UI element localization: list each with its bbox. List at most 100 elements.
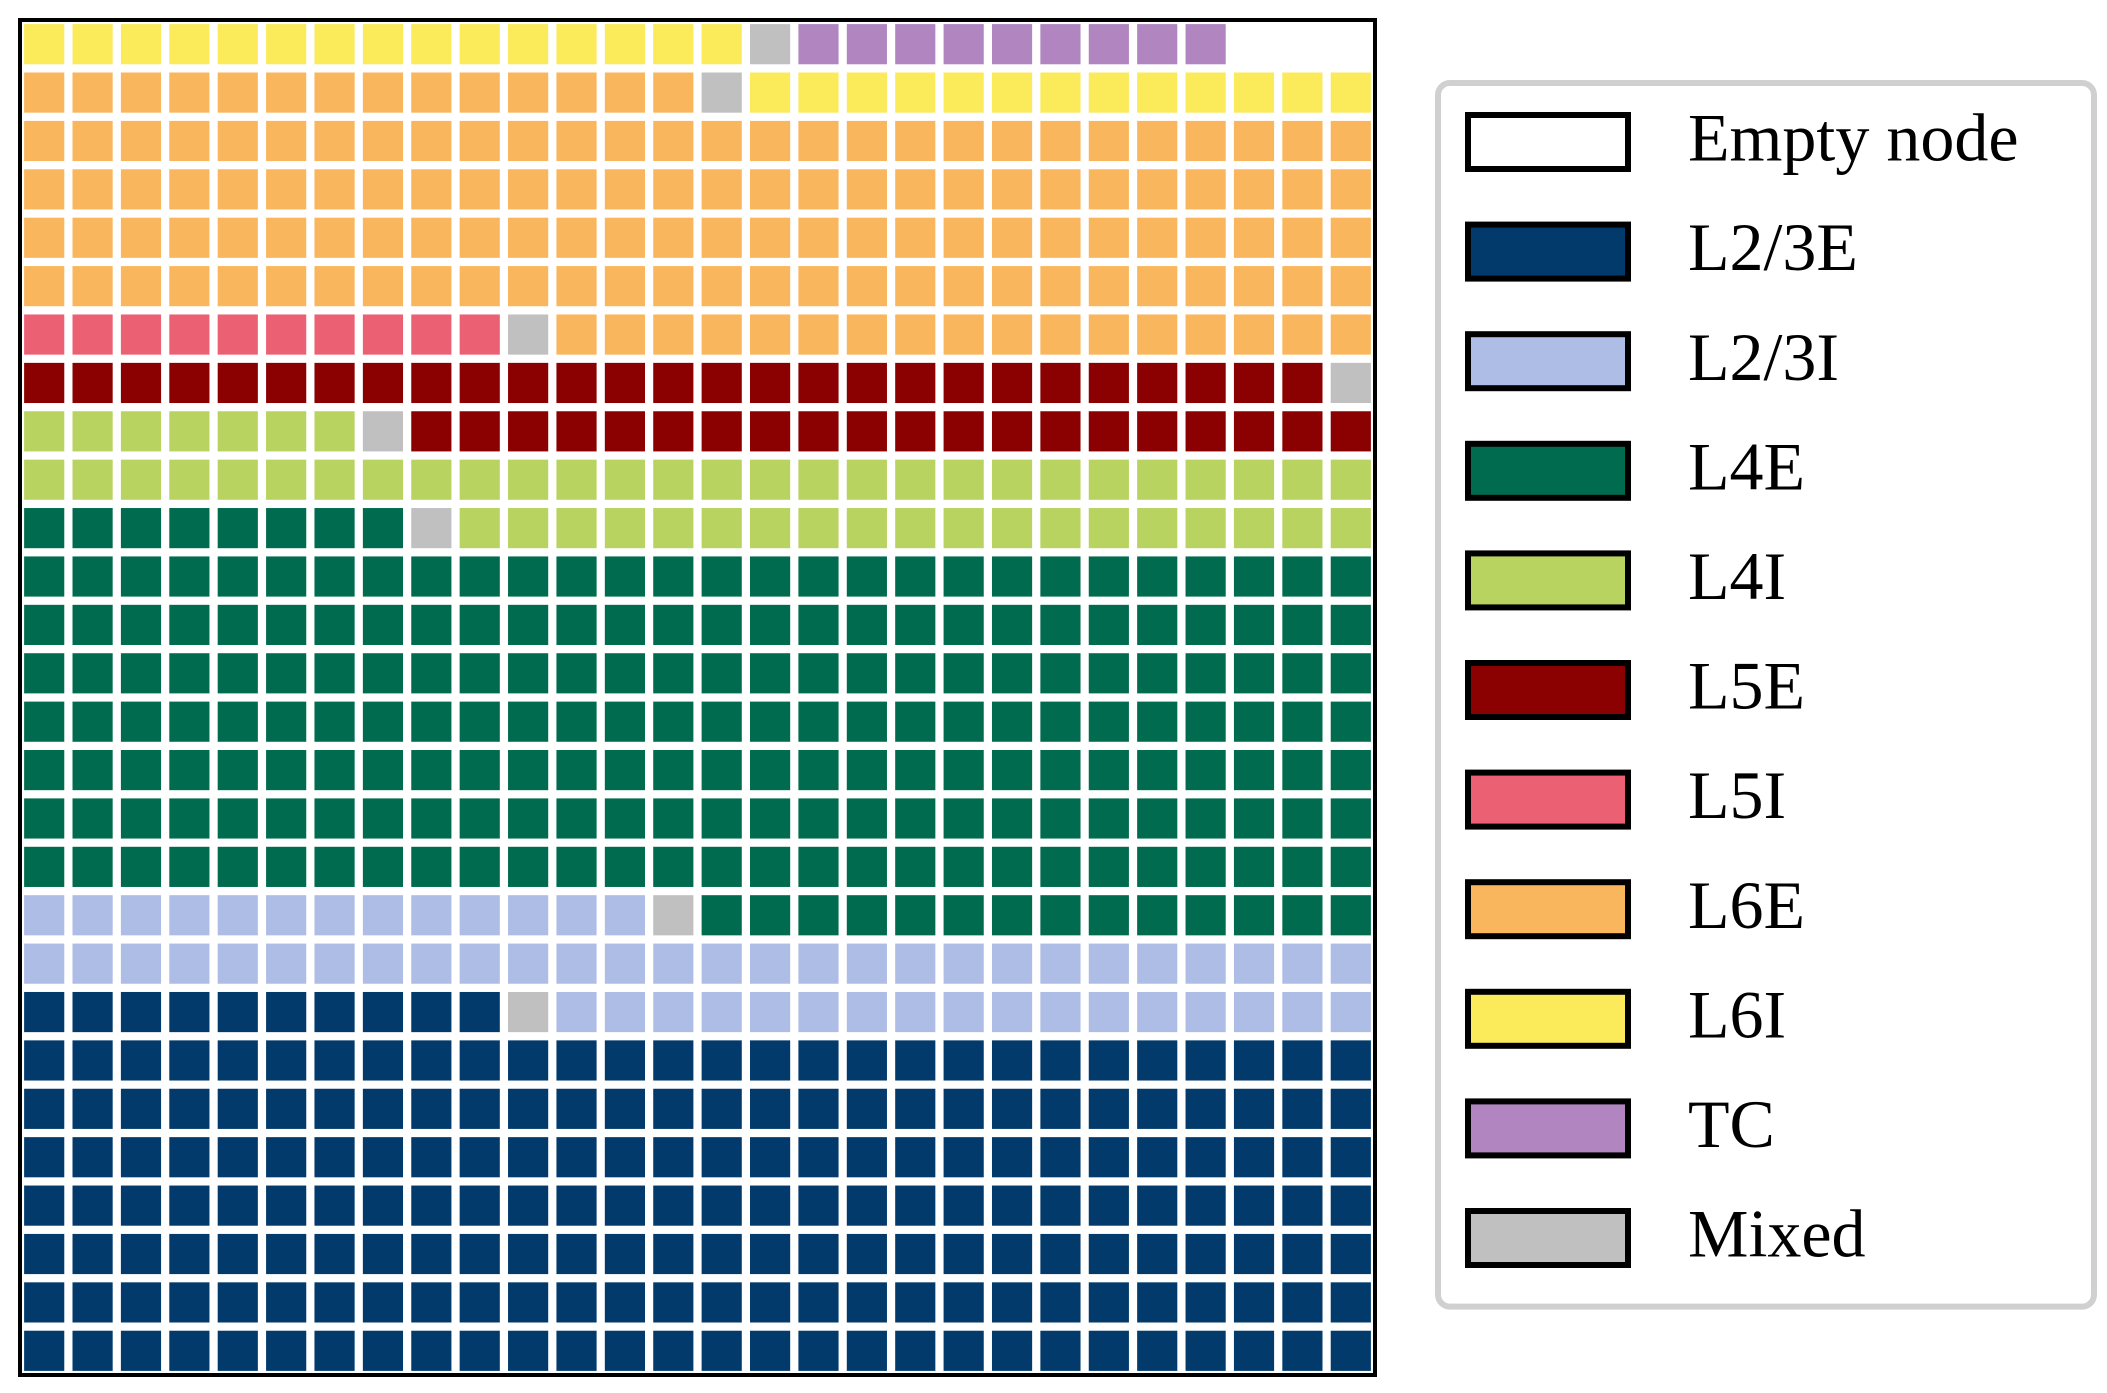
waffle-cell bbox=[750, 169, 791, 210]
waffle-cell bbox=[314, 24, 355, 65]
waffle-cell bbox=[1233, 846, 1275, 887]
waffle-cell bbox=[1185, 653, 1226, 694]
waffle-cell bbox=[556, 1330, 597, 1371]
waffle-cell bbox=[604, 314, 645, 355]
waffle-cell bbox=[943, 120, 984, 162]
waffle-cell bbox=[750, 1282, 791, 1323]
waffle-cell bbox=[120, 556, 162, 597]
waffle-cell bbox=[991, 895, 1033, 936]
waffle-cell bbox=[266, 72, 307, 113]
waffle-cell bbox=[1282, 24, 1323, 65]
waffle-cell bbox=[846, 1137, 887, 1178]
waffle-cell bbox=[169, 846, 210, 887]
waffle-cell bbox=[846, 701, 887, 742]
waffle-cell bbox=[798, 314, 839, 355]
waffle-cell bbox=[120, 943, 162, 984]
waffle-cell bbox=[701, 314, 742, 355]
waffle-cell bbox=[991, 556, 1033, 597]
waffle-cell bbox=[1088, 411, 1129, 452]
waffle-cell bbox=[798, 1185, 839, 1226]
waffle-cell bbox=[1330, 120, 1371, 162]
waffle-cell bbox=[846, 508, 887, 549]
waffle-cell bbox=[1040, 169, 1081, 210]
waffle-cell bbox=[653, 1330, 694, 1371]
waffle-cell bbox=[459, 169, 500, 210]
waffle-cell bbox=[1330, 895, 1371, 936]
waffle-cell bbox=[508, 1282, 549, 1323]
waffle-cell bbox=[750, 1185, 791, 1226]
waffle-cell bbox=[943, 604, 984, 645]
waffle-cell bbox=[459, 701, 500, 742]
waffle-cell bbox=[362, 459, 404, 500]
waffle-cell bbox=[1088, 991, 1129, 1033]
waffle-cell bbox=[24, 846, 65, 887]
legend-label: TC bbox=[1688, 1086, 1775, 1162]
waffle-cell bbox=[750, 508, 791, 549]
waffle-cell bbox=[169, 508, 210, 549]
waffle-cell bbox=[701, 120, 742, 162]
waffle-cell bbox=[701, 72, 742, 113]
waffle-cell bbox=[24, 1233, 65, 1275]
waffle-cell bbox=[1282, 895, 1323, 936]
waffle-cell bbox=[701, 1330, 742, 1371]
waffle-cell bbox=[846, 1040, 887, 1081]
waffle-cell bbox=[798, 991, 839, 1033]
waffle-cell bbox=[846, 798, 887, 839]
waffle-cell bbox=[459, 846, 500, 887]
waffle-cell bbox=[314, 895, 355, 936]
waffle-cell bbox=[1233, 24, 1275, 65]
waffle-cell bbox=[362, 701, 404, 742]
waffle-cell bbox=[1040, 943, 1081, 984]
waffle-cell bbox=[798, 604, 839, 645]
waffle-cell bbox=[653, 701, 694, 742]
waffle-cell bbox=[653, 1137, 694, 1178]
waffle-cell bbox=[169, 266, 210, 307]
waffle-cell bbox=[217, 217, 258, 258]
waffle-cell bbox=[1185, 991, 1226, 1033]
waffle-cell bbox=[701, 1137, 742, 1178]
waffle-cell bbox=[120, 895, 162, 936]
waffle-cell bbox=[1040, 1233, 1081, 1275]
waffle-cell bbox=[1088, 1137, 1129, 1178]
waffle-cell bbox=[217, 120, 258, 162]
waffle-cell bbox=[72, 314, 113, 355]
waffle-cell bbox=[750, 943, 791, 984]
plot-frame bbox=[18, 18, 1377, 1377]
waffle-cell bbox=[1233, 217, 1275, 258]
waffle-cell bbox=[169, 1282, 210, 1323]
waffle-cell bbox=[943, 1088, 984, 1129]
waffle-cell bbox=[1282, 943, 1323, 984]
waffle-cell bbox=[556, 72, 597, 113]
waffle-cell bbox=[72, 798, 113, 839]
waffle-cell bbox=[72, 362, 113, 404]
waffle-cell bbox=[701, 459, 742, 500]
waffle-cell bbox=[846, 411, 887, 452]
waffle-cell bbox=[1233, 508, 1275, 549]
waffle-cell bbox=[120, 508, 162, 549]
waffle-cell bbox=[120, 120, 162, 162]
waffle-cell bbox=[411, 846, 452, 887]
waffle-cell bbox=[798, 266, 839, 307]
waffle-cell bbox=[943, 24, 984, 65]
waffle-cell bbox=[1040, 24, 1081, 65]
waffle-cell bbox=[846, 1233, 887, 1275]
waffle-cell bbox=[604, 1088, 645, 1129]
waffle-cell bbox=[1088, 1088, 1129, 1129]
waffle-cell bbox=[362, 169, 404, 210]
waffle-cell bbox=[72, 895, 113, 936]
waffle-cell bbox=[362, 1330, 404, 1371]
waffle-cell bbox=[846, 604, 887, 645]
waffle-cell bbox=[24, 362, 65, 404]
waffle-cell bbox=[24, 653, 65, 694]
waffle-cell bbox=[1282, 169, 1323, 210]
waffle-cell bbox=[411, 1233, 452, 1275]
waffle-cell bbox=[217, 1185, 258, 1226]
waffle-cell bbox=[1330, 846, 1371, 887]
waffle-cell bbox=[411, 1185, 452, 1226]
waffle-cell bbox=[1040, 604, 1081, 645]
waffle-cell bbox=[798, 1137, 839, 1178]
waffle-cell bbox=[217, 991, 258, 1033]
waffle-cell bbox=[1233, 653, 1275, 694]
waffle-cell bbox=[1330, 604, 1371, 645]
waffle-cell bbox=[556, 798, 597, 839]
